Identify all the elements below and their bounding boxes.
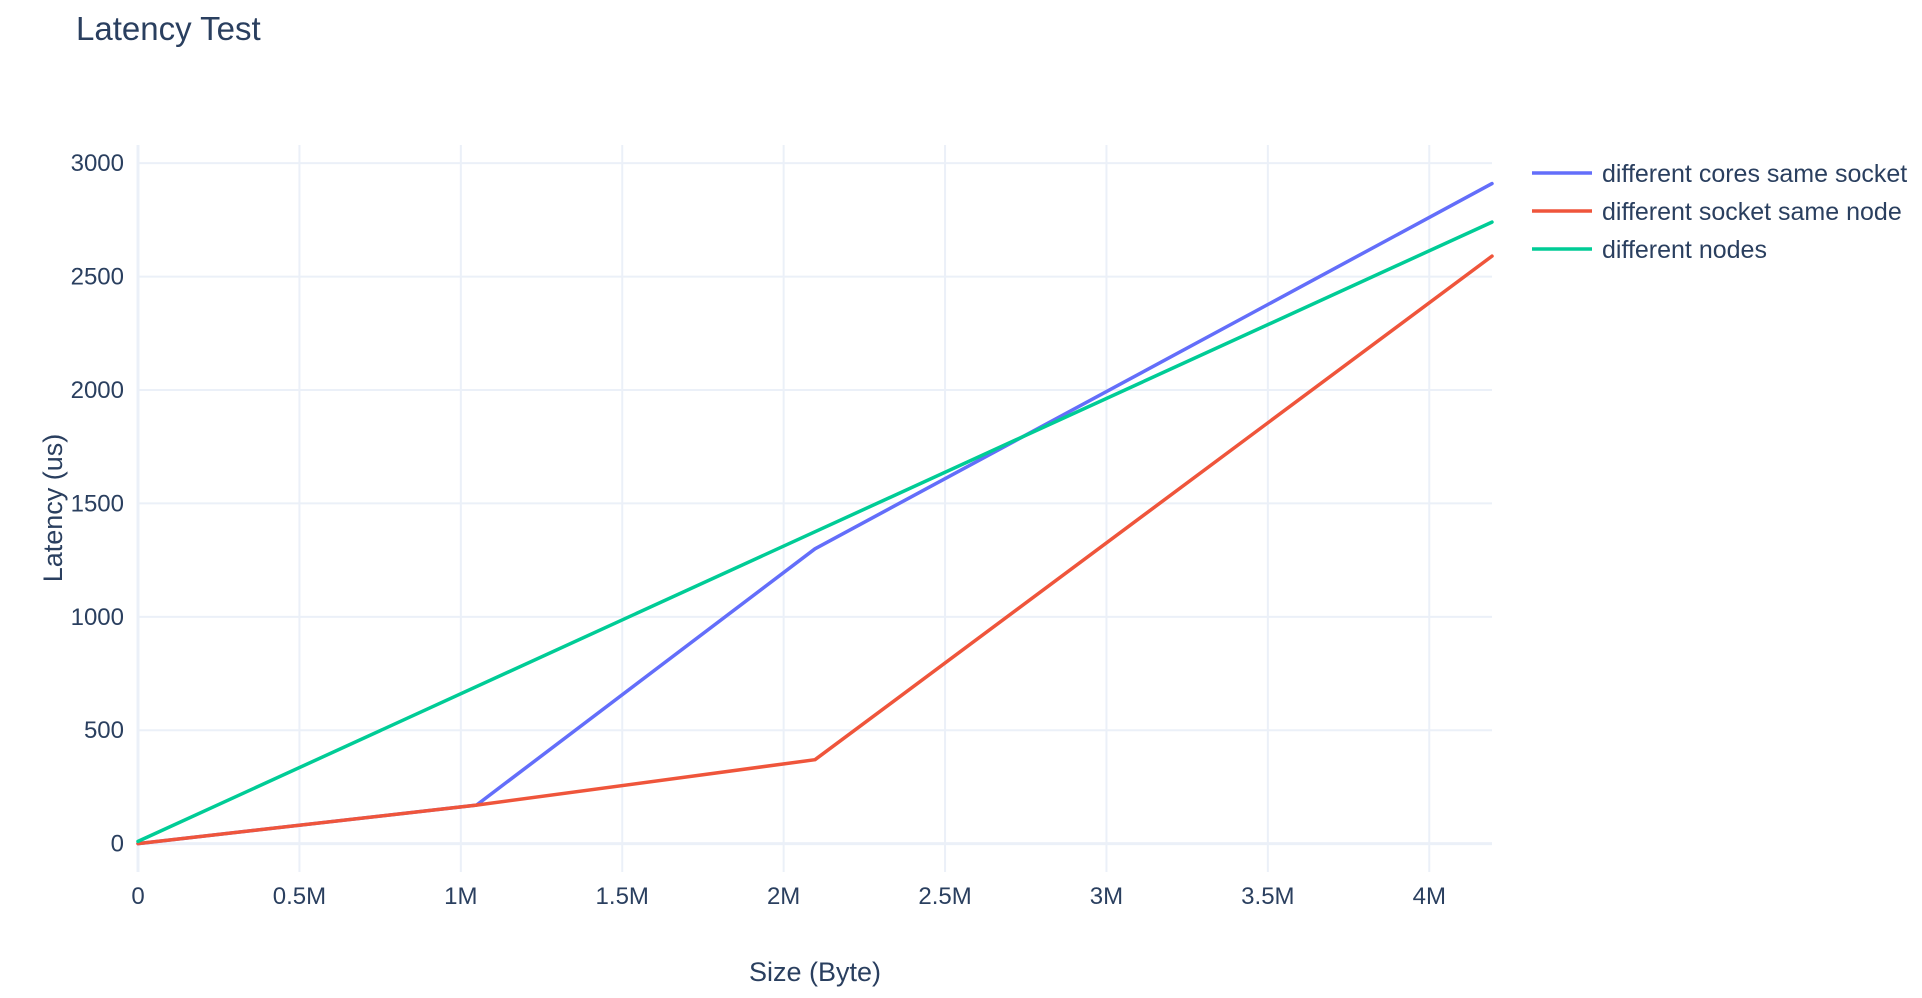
y-tick-label: 2500 — [71, 264, 124, 291]
y-axis-ticks: 0 500 1000 1500 2000 2500 3000 — [71, 150, 124, 857]
y-axis-title: Latency (us) — [38, 434, 68, 583]
x-tick-label: 0.5M — [273, 883, 326, 910]
y-tick-label: 500 — [84, 717, 124, 744]
y-tick-label: 1500 — [71, 490, 124, 517]
x-tick-label: 1M — [444, 883, 477, 910]
series-line-3[interactable] — [136, 220, 1494, 844]
legend[interactable]: different cores same socket different soc… — [1532, 160, 1907, 264]
series-line-2[interactable] — [136, 254, 1494, 846]
legend-item-label[interactable]: different nodes — [1602, 236, 1767, 264]
x-tick-label: 2.5M — [918, 883, 971, 910]
x-axis-ticks: 0 0.5M 1M 1.5M 2M 2.5M 3M 3.5M 4M — [131, 883, 1446, 910]
legend-item-label[interactable]: different cores same socket — [1602, 160, 1907, 188]
x-axis-title: Size (Byte) — [749, 957, 881, 987]
x-tick-label: 3.5M — [1241, 883, 1294, 910]
series-line-1[interactable] — [136, 181, 1494, 846]
series-layer — [136, 181, 1494, 846]
x-tick-label: 4M — [1413, 883, 1446, 910]
y-tick-label: 1000 — [71, 604, 124, 631]
chart-title: Latency Test — [76, 10, 261, 47]
y-tick-label: 2000 — [71, 377, 124, 404]
x-tick-label: 3M — [1090, 883, 1123, 910]
legend-item-label[interactable]: different socket same node — [1602, 198, 1902, 226]
y-tick-label: 3000 — [71, 150, 124, 177]
y-tick-label: 0 — [111, 831, 124, 858]
x-tick-label: 0 — [131, 883, 144, 910]
x-tick-label: 2M — [767, 883, 800, 910]
x-tick-label: 1.5M — [596, 883, 649, 910]
grid-layer — [136, 145, 1492, 872]
